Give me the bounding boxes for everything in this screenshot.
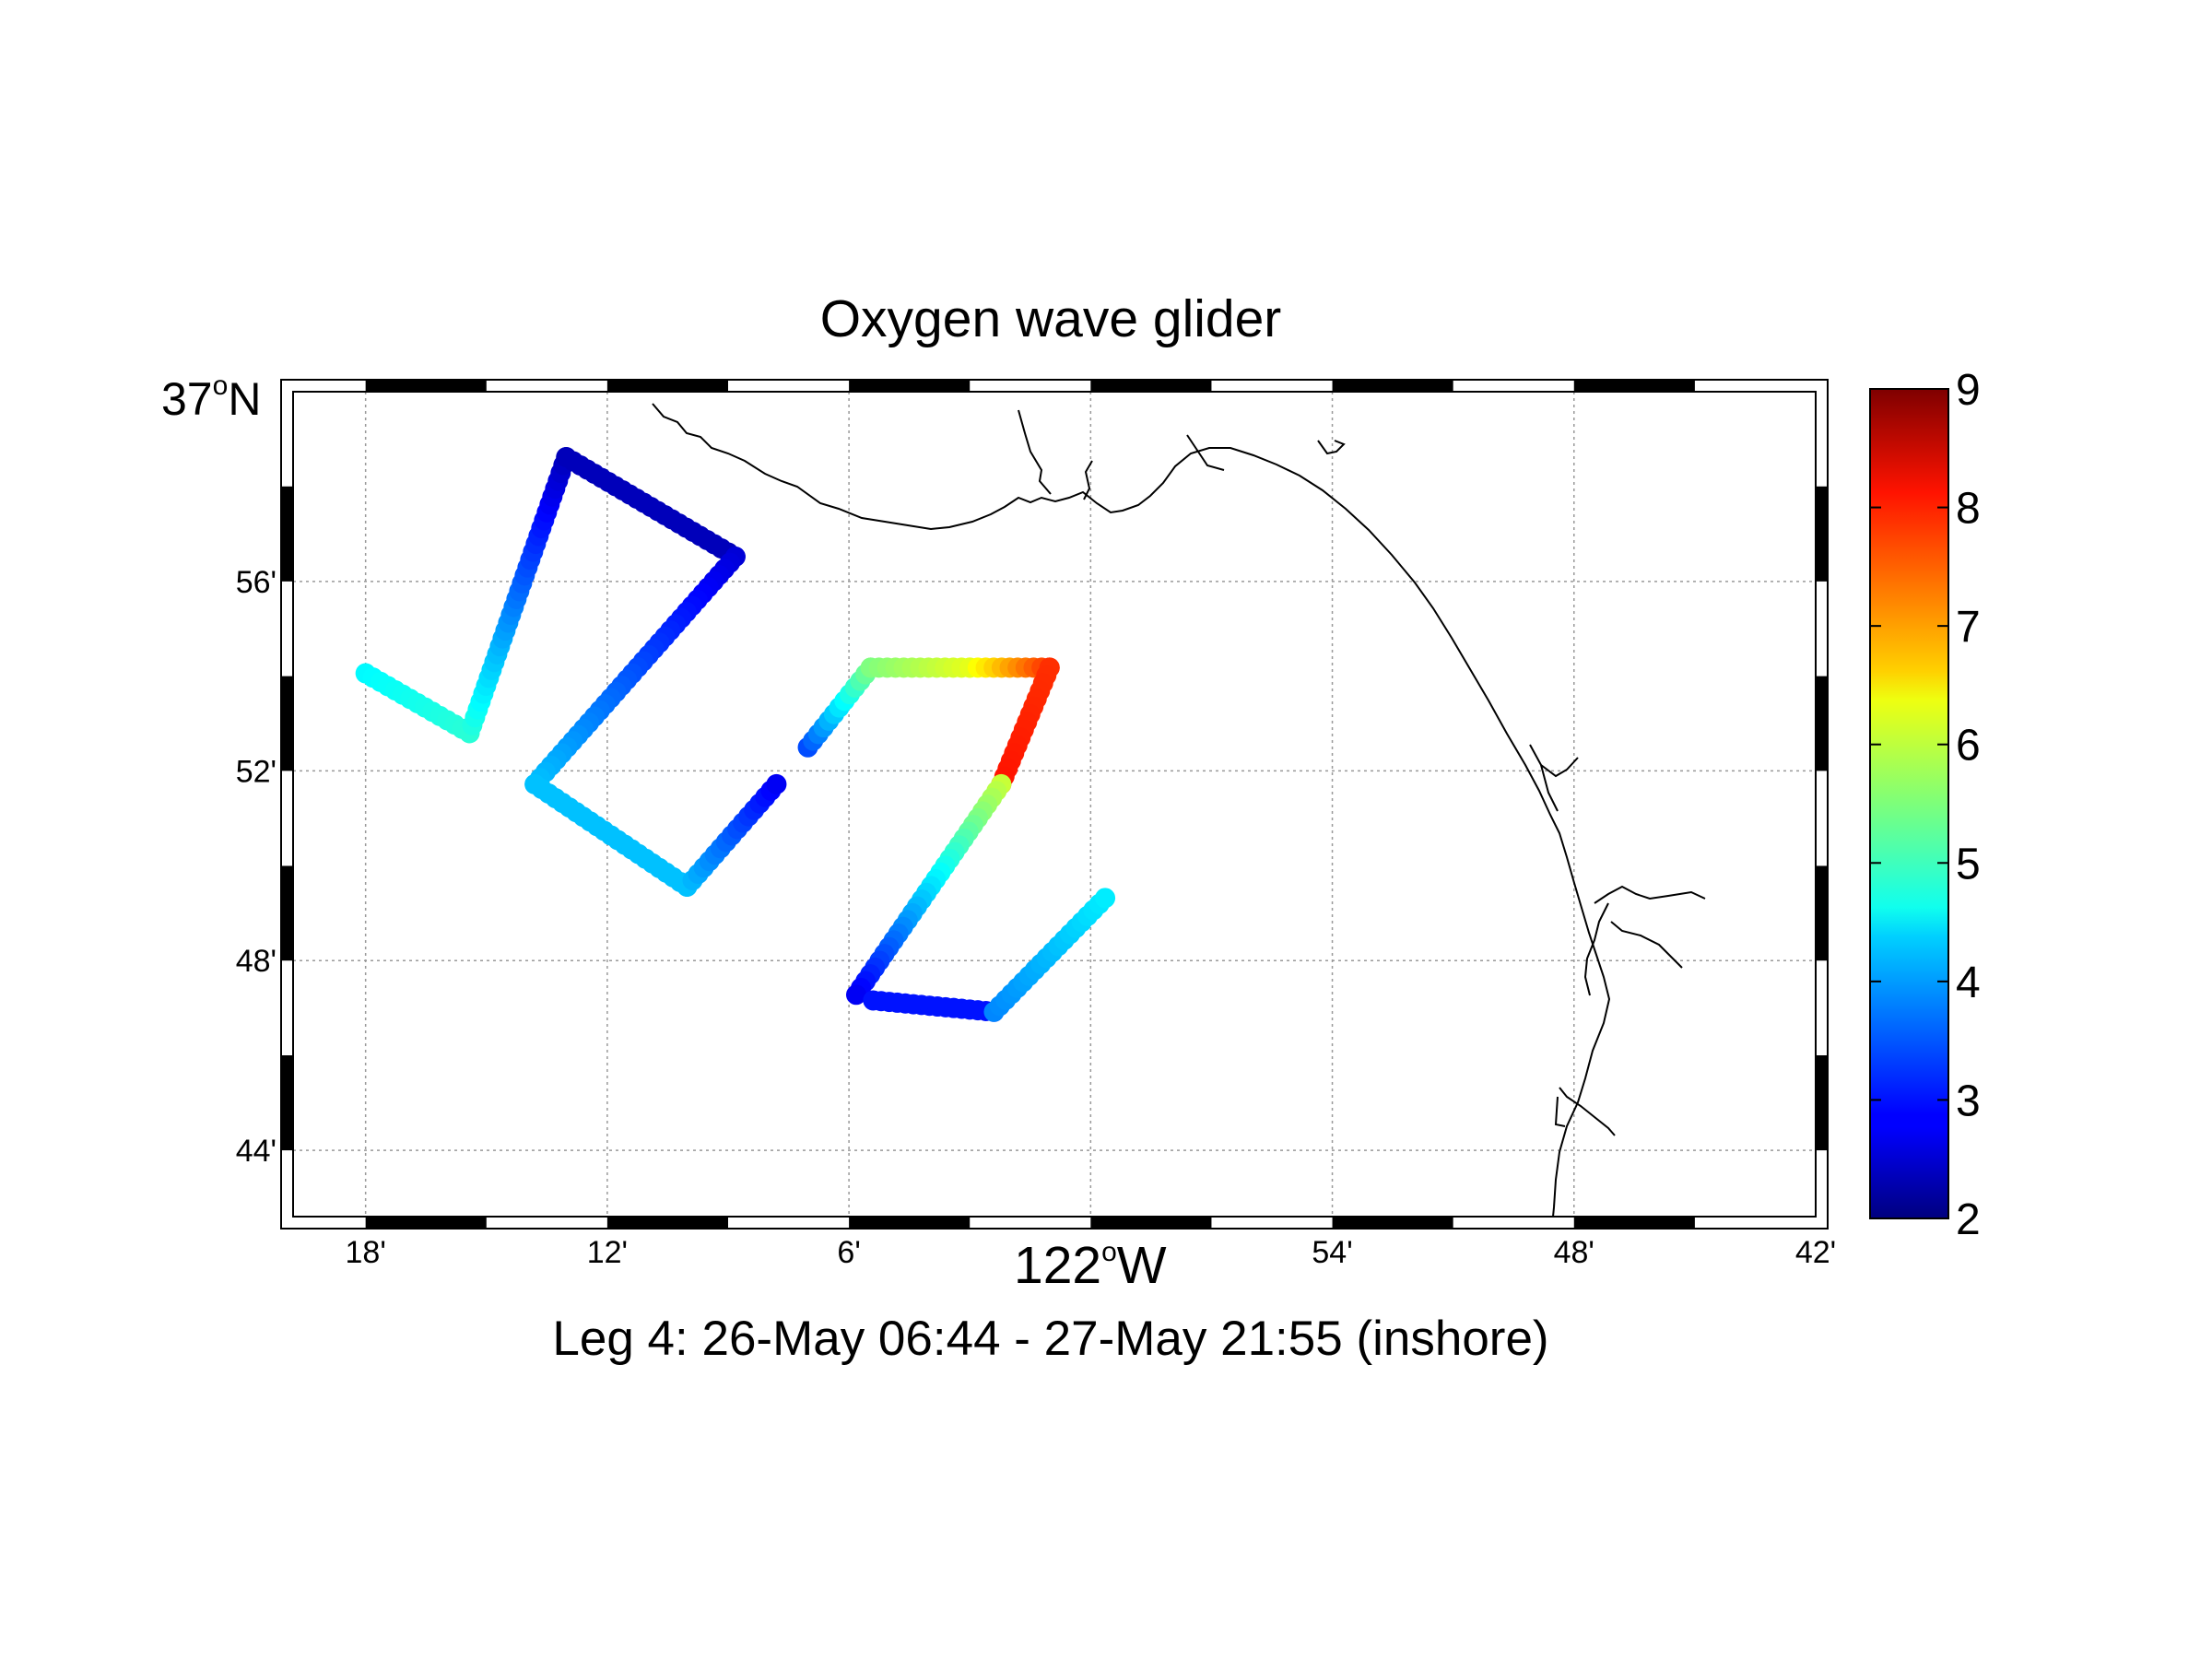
frame-stripe bbox=[849, 380, 971, 392]
x-tick-labels: 18' 12' 6' 54' 48' 42' bbox=[346, 1235, 1837, 1270]
map-frame bbox=[292, 391, 1817, 1218]
map-checkered-border bbox=[280, 379, 1829, 1230]
glider-track bbox=[355, 446, 1116, 1022]
colorbar-ticks: 2 3 4 5 6 7 8 9 bbox=[1870, 366, 1981, 1244]
frame-stripe bbox=[365, 1217, 487, 1229]
coastline bbox=[652, 403, 1706, 1217]
frame-stripe bbox=[1332, 380, 1453, 392]
river-1 bbox=[1018, 409, 1052, 495]
frame-stripe bbox=[1816, 865, 1828, 961]
colorbar-tick-label: 2 bbox=[1956, 1195, 1981, 1244]
y-tick-label: 52' bbox=[236, 754, 276, 789]
frame-stripe bbox=[1816, 676, 1828, 771]
estuary-1 bbox=[1529, 744, 1579, 812]
colorbar-tick-label: 8 bbox=[1956, 485, 1981, 534]
colorbar-tick-label: 9 bbox=[1956, 366, 1981, 415]
colorbar-tick-label: 3 bbox=[1956, 1077, 1981, 1125]
frame-stripe bbox=[281, 1055, 293, 1151]
frame-stripe bbox=[1332, 1217, 1453, 1229]
harbor bbox=[1554, 1087, 1616, 1136]
lat-37n-label: 37oN bbox=[161, 371, 261, 425]
colorbar-tick-label: 6 bbox=[1956, 722, 1981, 771]
y-tick-label: 44' bbox=[236, 1134, 276, 1169]
frame-stripe bbox=[849, 1217, 971, 1229]
x-tick-label: 12' bbox=[587, 1235, 628, 1270]
colorbar bbox=[1869, 388, 1949, 1219]
frame-stripe bbox=[1090, 1217, 1212, 1229]
frame-stripe bbox=[1816, 1055, 1828, 1151]
y-tick-labels: 56' 52' 48' 44' bbox=[236, 565, 276, 1169]
x-axis-label: 122oW bbox=[1014, 1236, 1167, 1295]
track-point bbox=[845, 984, 866, 1006]
colorbar-tick-label: 7 bbox=[1956, 603, 1981, 652]
caption: Leg 4: 26-May 06:44 - 27-May 21:55 (insh… bbox=[552, 1312, 1548, 1366]
frame-stripe bbox=[606, 1217, 728, 1229]
colorbar-tick-label: 5 bbox=[1956, 840, 1981, 888]
frame-stripe bbox=[365, 380, 487, 392]
frame-stripe bbox=[281, 865, 293, 961]
river-2 bbox=[1083, 460, 1093, 500]
x-tick-label: 42' bbox=[1795, 1235, 1836, 1270]
x-tick-label: 6' bbox=[837, 1235, 860, 1270]
frame-stripe bbox=[1573, 380, 1695, 392]
frame-outer bbox=[280, 379, 1829, 1230]
frame-stripe bbox=[606, 380, 728, 392]
frame-stripe bbox=[1816, 486, 1828, 582]
map-area bbox=[293, 392, 1816, 1217]
y-tick-label: 48' bbox=[236, 944, 276, 979]
frame-stripe bbox=[281, 486, 293, 582]
chart-title: Oxygen wave glider bbox=[820, 289, 1282, 348]
colorbar-tick-label: 4 bbox=[1956, 959, 1981, 1007]
estuary-2 bbox=[1583, 885, 1706, 996]
frame-stripe bbox=[1090, 380, 1212, 392]
x-tick-label: 54' bbox=[1312, 1235, 1352, 1270]
river-4 bbox=[1317, 440, 1346, 455]
frame-stripe bbox=[1573, 1217, 1695, 1229]
frame-stripe bbox=[281, 676, 293, 771]
x-tick-label: 18' bbox=[346, 1235, 386, 1270]
x-tick-label: 48' bbox=[1554, 1235, 1594, 1270]
track-point bbox=[1095, 888, 1116, 909]
y-tick-label: 56' bbox=[236, 565, 276, 600]
river-3 bbox=[1186, 434, 1225, 471]
track-point bbox=[766, 773, 787, 794]
